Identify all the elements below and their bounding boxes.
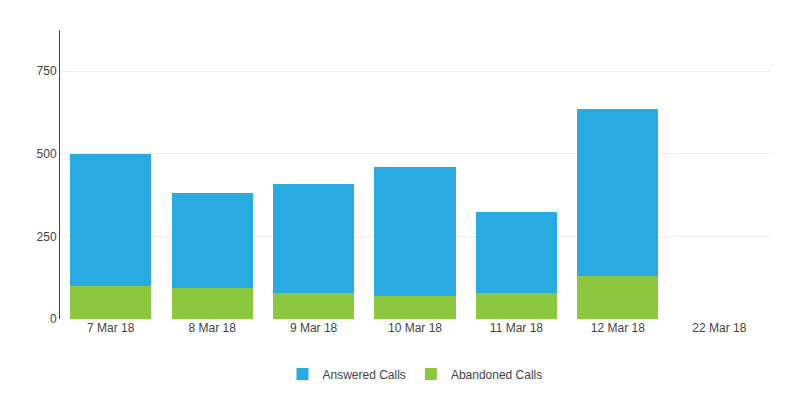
svg-text:Answered Calls: Answered Calls bbox=[323, 368, 406, 382]
svg-text:11 Mar 18: 11 Mar 18 bbox=[490, 321, 543, 335]
svg-text:22 Mar 18: 22 Mar 18 bbox=[692, 321, 746, 335]
svg-text:750: 750 bbox=[37, 64, 57, 78]
svg-text:9 Mar 18: 9 Mar 18 bbox=[290, 321, 338, 335]
svg-text:7 Mar 18: 7 Mar 18 bbox=[87, 321, 135, 335]
svg-text:250: 250 bbox=[37, 230, 57, 244]
svg-text:12 Mar 18: 12 Mar 18 bbox=[591, 321, 645, 335]
svg-text:0: 0 bbox=[50, 312, 57, 326]
svg-text:Abandoned Calls: Abandoned Calls bbox=[451, 368, 542, 382]
svg-text:8 Mar 18: 8 Mar 18 bbox=[188, 321, 236, 335]
svg-text:500: 500 bbox=[37, 147, 57, 161]
svg-text:10 Mar 18: 10 Mar 18 bbox=[388, 321, 442, 335]
